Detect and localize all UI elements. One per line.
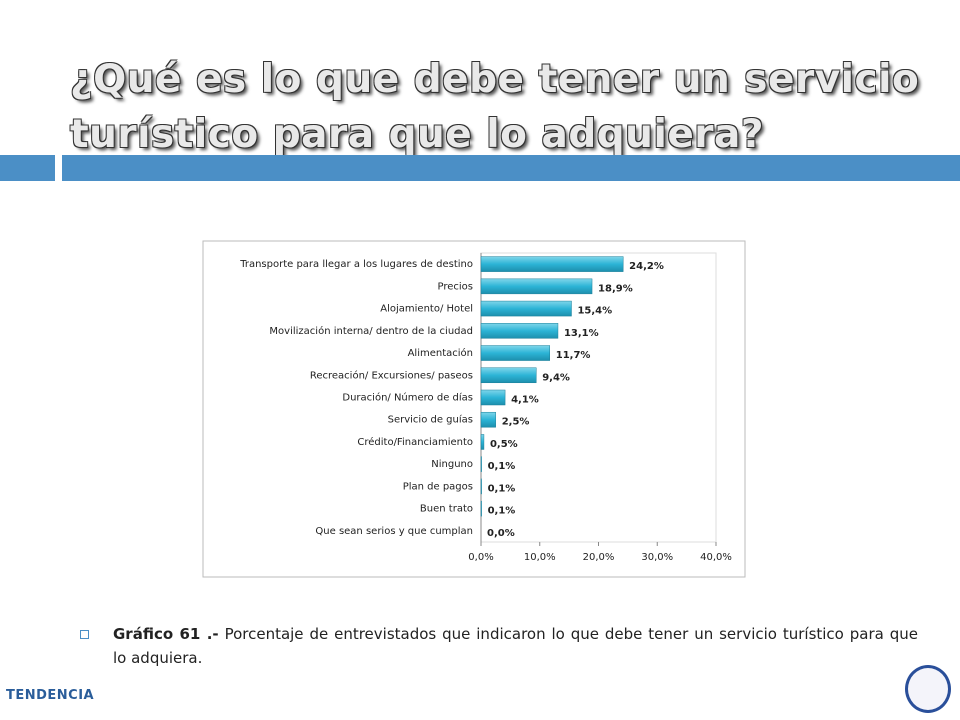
value-label: 15,4% (577, 306, 612, 317)
logo: TENDENCIA (6, 688, 95, 703)
y-tick-label: Que sean serios y que cumplan (315, 526, 473, 537)
y-tick-label: Alimentación (408, 347, 473, 359)
bar (480, 367, 537, 384)
title-band (0, 155, 55, 181)
y-tick-label: Transporte para llegar a los lugares de … (239, 259, 473, 270)
value-label: 0,0% (487, 528, 515, 539)
value-label: 24,2% (629, 261, 664, 272)
y-tick-label: Ninguno (431, 459, 473, 470)
bar (480, 300, 572, 317)
value-label: 0,1% (488, 506, 516, 517)
value-label: 11,7% (556, 350, 591, 361)
y-tick-label: Buen trato (420, 504, 473, 515)
value-label: 2,5% (502, 417, 530, 428)
value-label: 0,1% (488, 461, 516, 472)
y-tick-label: Alojamiento/ Hotel (380, 304, 473, 315)
x-tick-label: 20,0% (583, 552, 615, 563)
bar (480, 500, 482, 517)
bar (480, 456, 482, 472)
y-tick-label: Movilización interna/ dentro de la ciuda… (269, 325, 473, 337)
value-label: 9,4% (542, 372, 570, 383)
x-tick-label: 40,0% (700, 552, 732, 563)
value-label: 13,1% (564, 328, 599, 339)
bar (480, 478, 482, 495)
y-tick-label: Plan de pagos (403, 481, 473, 492)
value-label: 4,1% (511, 395, 539, 406)
chart-frame (202, 240, 746, 578)
caption-text: Porcentaje de entrevistados que indicaro… (113, 625, 918, 667)
y-tick-label: Precios (437, 281, 473, 292)
y-tick-label: Recreación/ Excursiones/ paseos (310, 369, 473, 381)
y-tick-label: Crédito/Financiamiento (357, 436, 473, 448)
logo-badge (905, 665, 951, 713)
y-tick-label: Servicio de guías (388, 414, 473, 426)
value-label: 18,9% (598, 283, 633, 294)
bar (480, 278, 593, 295)
bar (480, 389, 506, 406)
bar (480, 345, 550, 361)
y-tick-label: Duración/ Número de días (342, 392, 473, 404)
bullet (80, 630, 89, 639)
bar (480, 323, 559, 339)
caption-label: Gráfico 61 .- (113, 625, 219, 643)
bar (480, 434, 485, 450)
x-tick-label: 30,0% (641, 552, 673, 563)
value-label: 0,5% (490, 439, 518, 450)
caption: Gráfico 61 .- Porcentaje de entrevistado… (113, 622, 918, 670)
x-tick-label: 0,0% (468, 552, 493, 563)
slide-title: ¿Qué es lo que debe tener un servicio tu… (70, 57, 920, 157)
bar (480, 411, 496, 428)
bar (480, 256, 624, 272)
x-tick-label: 10,0% (524, 552, 556, 563)
value-label: 0,1% (488, 483, 516, 494)
title-band (62, 155, 960, 181)
